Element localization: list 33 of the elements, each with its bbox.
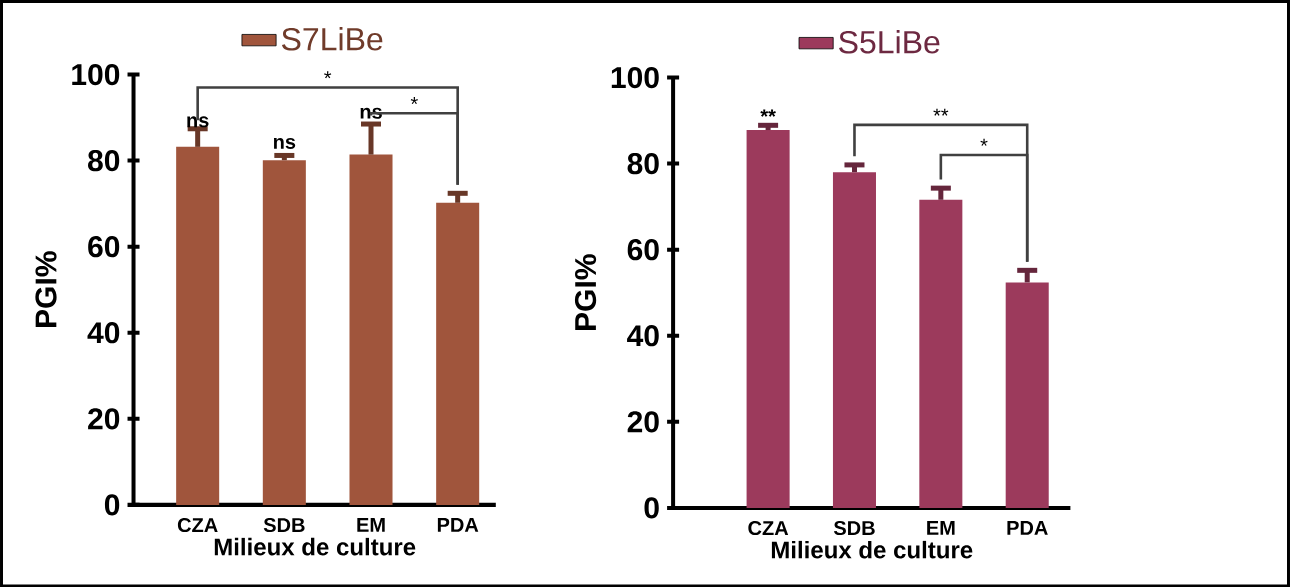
x-tick-label: CZA — [748, 520, 789, 535]
y-tick-label: 20 — [627, 410, 659, 433]
annotation: * — [980, 138, 988, 146]
y-tick-label: 40 — [627, 324, 659, 347]
y-tick-label: 80 — [627, 152, 659, 175]
y-tick-label: 60 — [627, 238, 659, 261]
x-tick-label: SDB — [833, 520, 875, 535]
y-axis-title: PGI% — [35, 251, 57, 327]
y-tick-label: 100 — [72, 63, 120, 85]
annotation: ** — [760, 109, 776, 117]
x-axis-title: Milieux de culture — [214, 537, 416, 556]
x-tick-label: PDA — [437, 517, 479, 532]
x-axis-title: Milieux de culture — [771, 540, 973, 559]
y-tick-label: 100 — [611, 66, 659, 88]
y-tick-label: 20 — [88, 407, 120, 430]
annotation: ns — [187, 116, 209, 128]
x-tick-label: PDA — [1007, 520, 1048, 535]
x-tick-label: SDB — [263, 517, 305, 532]
annotation: ** — [933, 108, 949, 116]
y-tick-label: 0 — [104, 494, 120, 516]
annotation: * — [324, 71, 332, 79]
annotation: ns — [273, 137, 296, 149]
legend-label: S5LiBe — [839, 29, 940, 54]
y-tick-label: 0 — [644, 497, 659, 519]
x-tick-label: EM — [927, 520, 955, 535]
y-tick-label: 80 — [88, 149, 120, 172]
x-tick-label: EM — [357, 517, 385, 532]
legend-label: S7LiBe — [281, 26, 383, 51]
y-axis-title: PGI% — [574, 254, 597, 330]
x-tick-label: CZA — [177, 517, 218, 532]
y-tick-label: 60 — [88, 235, 120, 258]
y-tick-label: 40 — [87, 321, 120, 344]
annotation: * — [410, 96, 418, 104]
